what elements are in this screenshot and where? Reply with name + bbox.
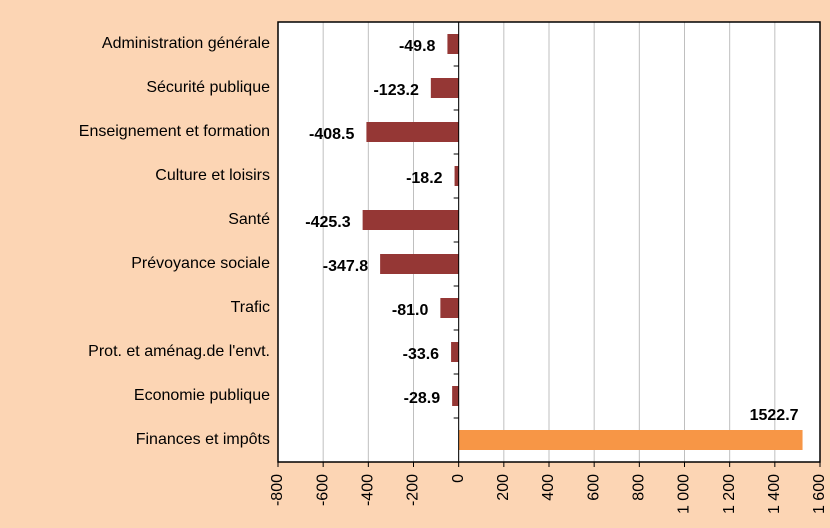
y-tick-label: Trafic	[231, 299, 270, 316]
data-label: 1522.7	[750, 407, 799, 424]
bar	[380, 254, 459, 274]
x-tick-label: -600	[314, 474, 331, 506]
data-label: -425.3	[305, 214, 350, 231]
y-tick-label: Culture et loisirs	[155, 167, 270, 184]
data-label: -81.0	[392, 302, 429, 319]
bar	[440, 298, 459, 318]
y-tick-label: Prot. et aménag.de l'envt.	[88, 343, 270, 360]
data-label: -347.8	[323, 258, 368, 275]
y-tick-label: Sécurité publique	[146, 79, 270, 96]
x-tick-label: 200	[495, 474, 512, 501]
y-tick-label: Finances et impôts	[136, 431, 270, 448]
bar	[451, 342, 459, 362]
data-label: -408.5	[309, 126, 354, 143]
x-tick-label: 600	[585, 474, 602, 501]
data-label: -18.2	[406, 170, 443, 187]
x-tick-label: 1 600	[811, 474, 828, 514]
bar	[362, 210, 459, 230]
y-tick-label: Economie publique	[134, 387, 270, 404]
bar	[454, 166, 459, 186]
x-tick-label: -400	[360, 474, 377, 506]
x-tick-label: 800	[631, 474, 648, 501]
bar	[447, 34, 459, 54]
bar	[366, 122, 459, 142]
data-label: -123.2	[373, 82, 418, 99]
data-label: -33.6	[403, 346, 440, 363]
bar	[458, 430, 803, 450]
data-label: -49.8	[399, 38, 436, 55]
x-tick-label: -800	[269, 474, 286, 506]
x-tick-label: 1 400	[766, 474, 783, 514]
x-tick-label: 1 000	[676, 474, 693, 514]
x-tick-label: -200	[405, 474, 422, 506]
x-tick-label: 400	[540, 474, 557, 501]
plot-border	[277, 21, 821, 463]
y-tick-label: Santé	[228, 211, 270, 228]
x-tick-label: 0	[450, 474, 467, 483]
bar	[430, 78, 459, 98]
x-tick-label: 1 200	[721, 474, 738, 514]
bar	[452, 386, 459, 406]
y-tick-label: Administration générale	[102, 35, 270, 52]
y-tick-label: Prévoyance sociale	[131, 255, 270, 272]
data-label: -28.9	[404, 390, 441, 407]
y-tick-label: Enseignement et formation	[79, 123, 270, 140]
